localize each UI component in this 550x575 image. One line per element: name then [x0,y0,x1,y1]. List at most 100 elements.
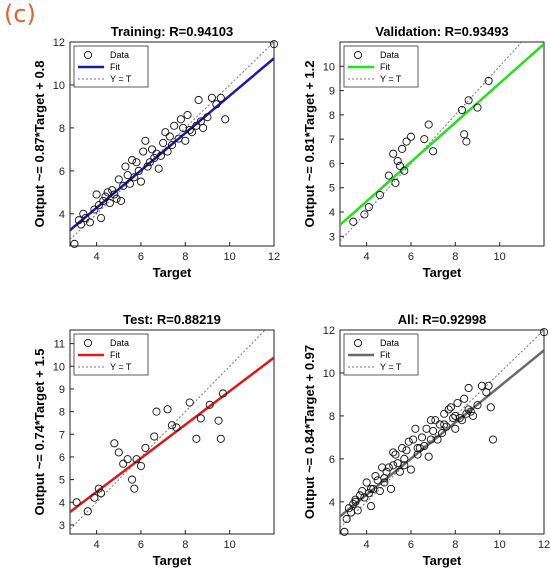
fit-line [340,43,544,226]
data-point [130,484,139,493]
data-point [147,145,157,154]
x-tick-label: 6 [138,251,144,263]
data-point [185,398,194,407]
y-tick-label: 8 [59,123,65,135]
data-point [484,76,493,85]
data-point [406,465,416,474]
y-axis-label: Output ~= 0.84*Target + 0.97 [302,345,317,519]
legend-identity-label: Y = T [110,362,132,372]
data-point [121,162,130,171]
chart-title: Training: R=0.94103 [111,24,233,39]
data-point [105,199,114,208]
data-point [391,450,400,459]
y-tick-label: 11 [54,339,65,351]
data-point [415,444,424,453]
data-point [183,110,192,120]
data-point [446,403,455,412]
legend: Data Fit Y = T [73,45,149,88]
y-tick-label: 6 [59,166,65,178]
data-point [196,414,205,423]
data-point [411,424,420,433]
data-point [159,138,168,147]
data-point [94,201,103,210]
data-point [123,455,132,464]
y-tick-label: 10 [323,61,335,73]
data-point [128,475,137,484]
data-point [400,454,409,463]
data-point [378,463,387,472]
data-point [141,136,150,145]
data-point [167,421,177,430]
legend: Data Fit Y = T [343,45,419,88]
figure-label: (c) [4,0,36,28]
data-point [395,161,404,170]
data-point [398,144,407,153]
y-tick-label: 7 [329,134,335,146]
data-point [355,491,365,500]
y-tick-label: 10 [53,80,65,92]
x-tick-label: 4 [364,539,370,551]
data-point [477,381,486,390]
data-point [116,196,126,205]
legend-identity-label: Y = T [380,74,402,84]
data-point [134,166,143,175]
data-point [70,239,79,248]
data-point [451,411,460,420]
data-point [444,405,453,414]
data-point [409,435,418,444]
y-tick-label: 8 [59,407,65,419]
data-point [143,162,152,171]
data-point [170,121,179,130]
data-point [349,217,358,226]
data-point [114,448,123,457]
data-point [402,137,411,146]
data-point [424,120,433,129]
data-point [128,156,137,165]
data-point [152,407,161,416]
y-tick-label: 12 [323,325,335,337]
data-point [473,103,482,112]
data-point [453,398,462,408]
y-tick-label: 8 [329,411,335,423]
fit-line [70,356,274,513]
y-tick-label: 6 [329,158,335,170]
data-point [426,435,435,444]
fit-line [70,57,274,232]
data-point [150,432,159,441]
y-tick-label: 9 [329,86,335,98]
data-point [468,411,478,420]
data-point [161,128,170,137]
y-tick-label: 6 [59,452,65,464]
data-point [464,405,473,414]
data-point [156,151,165,160]
y-tick-label: 5 [329,183,335,195]
data-point [172,423,181,432]
x-tick-label: 6 [138,539,144,551]
data-point [375,487,384,496]
legend-data-label: Data [110,50,129,60]
data-point [136,177,146,186]
data-point [488,435,498,444]
x-tick-label: 4 [94,251,100,263]
data-point [85,218,95,227]
chart-panel-2: 4 6 8 10 3 4 5 6 7 8 9 10 Validation: R=0.93493 Targe… [302,24,545,280]
data-point [163,147,172,156]
data-point [460,394,469,403]
x-tick-label: 6 [408,251,414,263]
data-point [404,437,413,446]
data-point [196,117,205,126]
x-tick-label: 10 [494,539,506,551]
fit-line [340,349,544,518]
data-point [94,484,103,493]
data-point [451,424,460,433]
data-point [395,467,404,476]
data-point [457,416,467,425]
data-point [429,426,438,435]
data-point [431,416,440,425]
y-tick-label: 5 [59,475,65,487]
data-point [83,507,92,516]
chart-panel-4: 4 6 8 10 12 4 6 8 10 12 All: R=0.92998 Target Output… [302,312,550,568]
data-point [152,149,161,158]
data-point [108,186,117,195]
